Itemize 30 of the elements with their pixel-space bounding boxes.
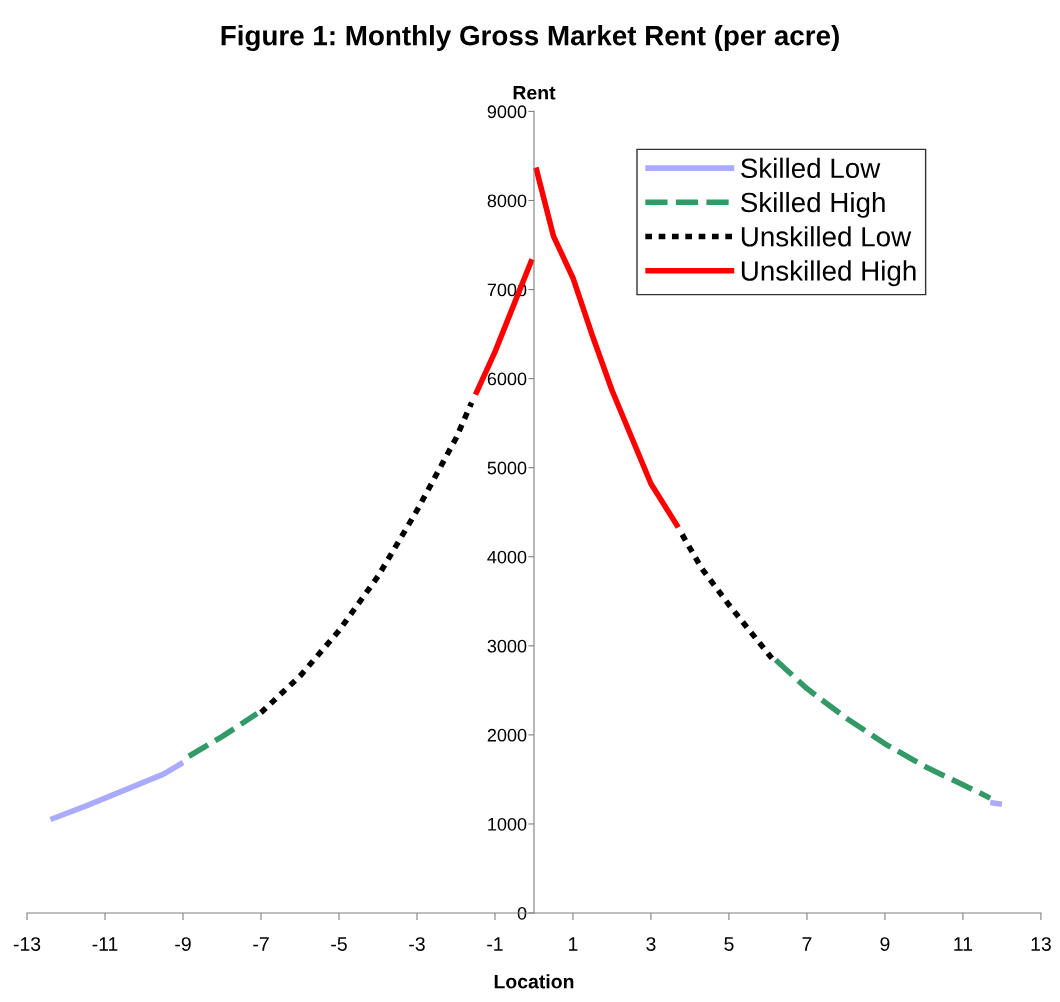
y-tick-label: 4000 [487, 550, 527, 564]
y-tick-label: 3000 [487, 639, 527, 653]
x-tick-label: -7 [253, 937, 269, 951]
x-axis-title: Location [494, 974, 574, 989]
x-tick-label: 1 [569, 937, 578, 951]
legend-label: Skilled Low [741, 157, 881, 179]
chart-title: Figure 1: Monthly Gross Market Rent (per acre) [221, 25, 839, 52]
legend-label: Unskilled High [741, 260, 916, 287]
x-tick-label: -3 [409, 937, 425, 951]
x-tick-label: -11 [92, 937, 118, 951]
x-tick-label: 5 [724, 937, 734, 951]
x-tick-label: -1 [487, 937, 503, 951]
y-tick-label: 6000 [487, 372, 527, 386]
x-tick-label: 3 [646, 937, 656, 951]
y-axis-title: Rent [513, 85, 556, 100]
x-tick-label: -13 [13, 937, 41, 951]
x-tick-label: -5 [331, 937, 347, 951]
y-tick-label: 0 [517, 906, 527, 920]
y-tick-label: 8000 [487, 194, 527, 208]
x-tick-label: -9 [175, 937, 191, 951]
y-tick-label: 1000 [488, 817, 527, 831]
x-tick-label: 9 [880, 937, 890, 951]
legend-label: Unskilled Low [741, 226, 912, 247]
x-tick-label: 11 [954, 937, 973, 951]
y-tick-label: 2000 [487, 728, 527, 742]
x-tick-label: 13 [1031, 937, 1051, 951]
x-tick-label: 7 [802, 937, 812, 951]
y-tick-label: 9000 [487, 105, 527, 119]
legend-label: Skilled High [741, 191, 885, 218]
y-tick-label: 5000 [487, 461, 527, 475]
